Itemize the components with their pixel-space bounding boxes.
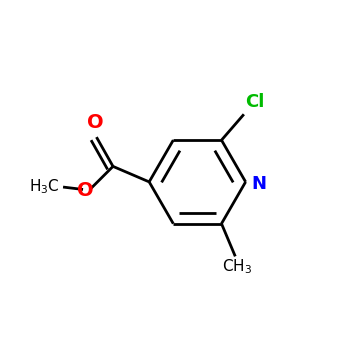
Text: H$_3$C: H$_3$C	[29, 178, 60, 196]
Text: Cl: Cl	[245, 93, 264, 111]
Text: O: O	[87, 113, 104, 132]
Text: CH$_3$: CH$_3$	[222, 257, 252, 276]
Text: N: N	[252, 175, 267, 193]
Text: O: O	[77, 181, 93, 200]
